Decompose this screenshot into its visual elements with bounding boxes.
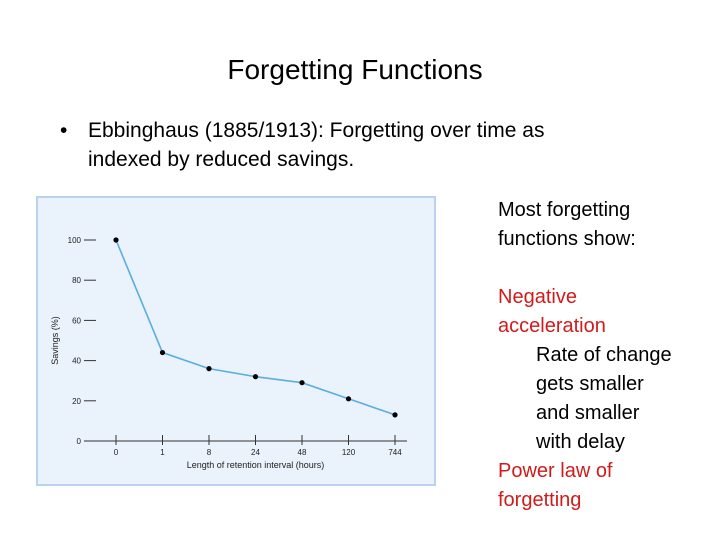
x-tick-label: 8 — [207, 448, 212, 457]
chart-canvas: 0 20 40 60 80 100 0 1 8 24 48 120 744 Length of reten… — [50, 236, 407, 470]
slide-title: Forgetting Functions — [227, 54, 483, 85]
bullet-marker: • — [60, 119, 68, 142]
bullet-line-1: Ebbinghaus (1885/1913): Forgetting over … — [88, 119, 545, 142]
subpoint-line-4: with delay — [536, 431, 625, 453]
point-power-law-line-1: Power law of — [498, 460, 613, 482]
data-point — [206, 366, 212, 372]
x-tick-label: 120 — [342, 448, 356, 457]
x-tick-label: 24 — [251, 448, 260, 457]
intro-line-1: Most forgetting — [498, 199, 631, 221]
data-point — [392, 412, 398, 418]
data-point — [345, 396, 352, 402]
x-tick-label: 1 — [160, 448, 165, 457]
data-point — [113, 237, 119, 243]
point-negative-acceleration-line-2: acceleration — [498, 315, 606, 337]
series-line — [115, 239, 396, 416]
y-tick-label: 60 — [72, 316, 81, 325]
y-tick-label: 40 — [72, 357, 81, 366]
y-tick-label: 100 — [68, 236, 82, 245]
data-point — [299, 380, 305, 386]
data-point — [159, 349, 166, 356]
y-tick-label: 0 — [77, 437, 82, 446]
subpoint-line-3: and smaller — [536, 402, 640, 424]
subpoint-line-2: gets smaller — [536, 373, 644, 395]
point-negative-acceleration-line-1: Negative — [498, 286, 577, 308]
x-tick-label: 0 — [114, 448, 119, 457]
x-axis-label: Length of retention interval (hours) — [187, 460, 325, 470]
y-tick-label: 80 — [72, 276, 81, 285]
point-power-law-line-2: forgetting — [498, 489, 582, 511]
y-axis-label: Savings (%) — [50, 316, 60, 365]
bullet-line-2: indexed by reduced savings. — [88, 148, 355, 171]
x-tick-label: 48 — [298, 448, 307, 457]
subpoint-line-1: Rate of change — [536, 344, 672, 366]
y-tick-label: 20 — [72, 397, 81, 406]
forgetting-curve-chart: 0 20 40 60 80 100 0 1 8 24 48 120 744 Length of reten… — [36, 196, 436, 486]
bullet-text: Ebbinghaus (1885/1913): Forgetting over … — [88, 116, 648, 174]
intro-line-2: functions show: — [498, 228, 636, 250]
x-tick-label: 744 — [388, 448, 402, 457]
data-point — [252, 374, 259, 380]
side-notes: Most forgetting functions show: Negative… — [498, 196, 718, 515]
